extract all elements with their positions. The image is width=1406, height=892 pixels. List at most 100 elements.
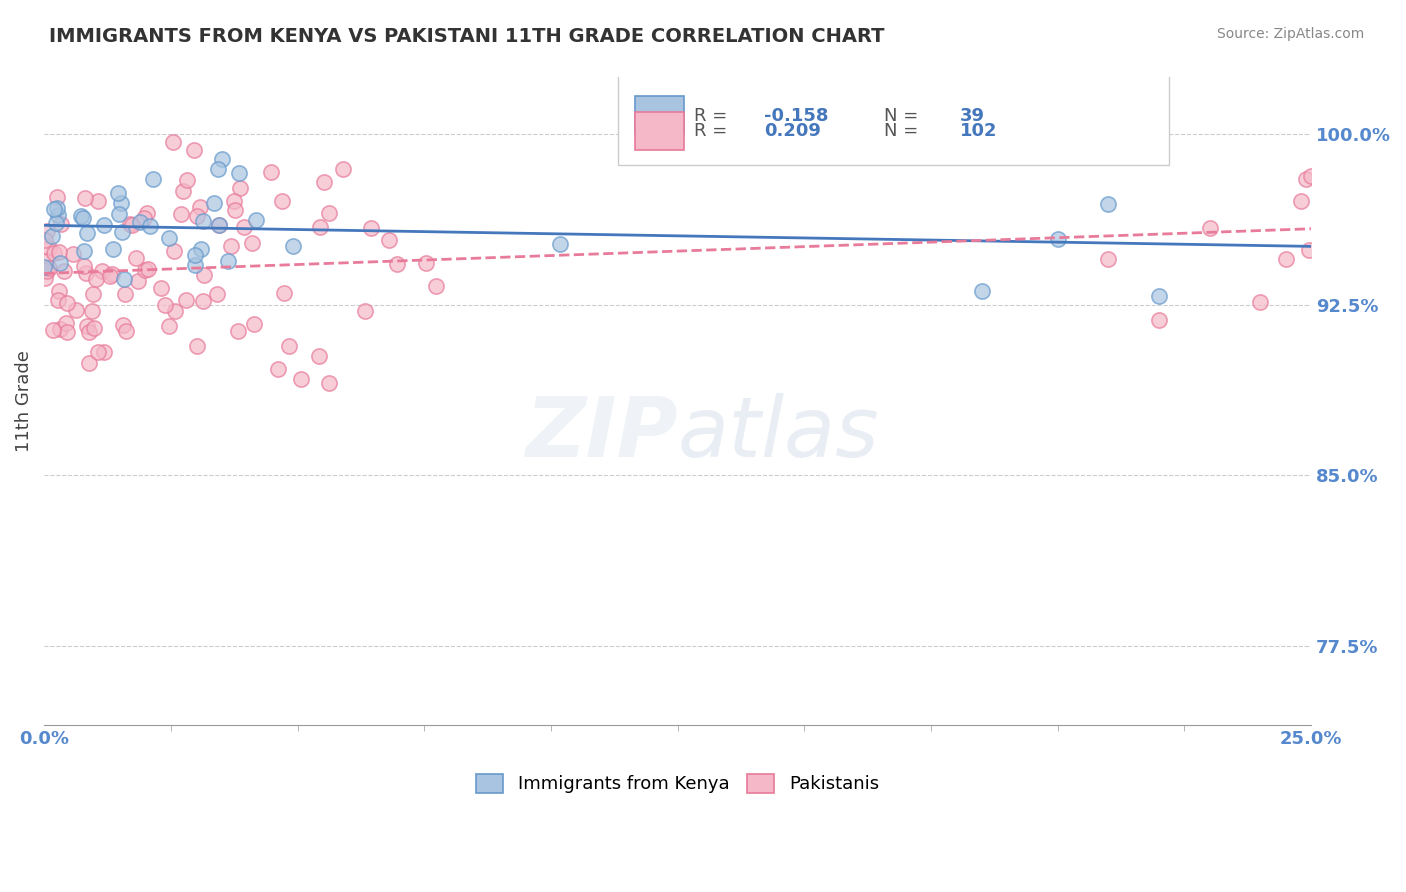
Pakistanis [183,143,205,157]
Text: 0.209: 0.209 [763,122,821,140]
Immigrants from Kenya [93,219,115,233]
Immigrants from Kenya [45,216,67,230]
Pakistanis [87,345,110,359]
Pakistanis [125,252,148,266]
Pakistanis [62,246,84,260]
Pakistanis [46,293,69,307]
Immigrants from Kenya [1097,197,1119,211]
Pakistanis [56,295,79,310]
Pakistanis [91,264,114,278]
Text: R =: R = [695,122,733,140]
Pakistanis [222,194,245,208]
Pakistanis [1301,169,1323,184]
Pakistanis [38,261,60,276]
Pakistanis [224,203,246,218]
Pakistanis [260,164,283,178]
Pakistanis [127,274,149,288]
Immigrants from Kenya [72,211,94,225]
Pakistanis [240,236,263,251]
Immigrants from Kenya [73,244,96,259]
Immigrants from Kenya [190,242,212,256]
Pakistanis [48,285,70,299]
Immigrants from Kenya [76,226,98,240]
Pakistanis [205,286,228,301]
Immigrants from Kenya [110,195,132,210]
Pakistanis [353,303,375,318]
Y-axis label: 11th Grade: 11th Grade [15,351,32,452]
Text: N =: N = [884,107,924,125]
Pakistanis [136,262,159,277]
Text: atlas: atlas [678,393,879,475]
Immigrants from Kenya [41,229,63,244]
Pakistanis [176,293,198,307]
Pakistanis [132,211,155,225]
Text: IMMIGRANTS FROM KENYA VS PAKISTANI 11TH GRADE CORRELATION CHART: IMMIGRANTS FROM KENYA VS PAKISTANI 11TH … [49,27,884,45]
Immigrants from Kenya [183,248,205,262]
Pakistanis [111,318,134,332]
Pakistanis [378,233,401,247]
Pakistanis [312,175,335,189]
Pakistanis [48,244,70,259]
Immigrants from Kenya [107,207,129,221]
FancyBboxPatch shape [634,112,683,150]
Pakistanis [332,162,354,177]
Pakistanis [135,206,157,220]
Pakistanis [1275,252,1298,266]
Pakistanis [82,286,104,301]
Pakistanis [55,316,77,330]
Pakistanis [208,218,231,232]
Pakistanis [242,317,264,331]
Pakistanis [76,318,98,333]
Pakistanis [34,233,56,247]
Text: -0.158: -0.158 [763,107,828,125]
Pakistanis [77,356,100,370]
Pakistanis [186,209,208,223]
Pakistanis [98,269,121,284]
Pakistanis [193,293,215,308]
Pakistanis [360,221,382,235]
Text: ZIP: ZIP [524,393,678,475]
Pakistanis [120,217,142,231]
Immigrants from Kenya [211,152,233,166]
Immigrants from Kenya [46,208,69,222]
Pakistanis [114,286,136,301]
Immigrants from Kenya [49,255,72,269]
Pakistanis [38,241,60,255]
Pakistanis [34,254,56,268]
Pakistanis [87,194,110,209]
Pakistanis [115,324,138,338]
Pakistanis [75,191,97,205]
FancyBboxPatch shape [634,95,683,134]
Text: N =: N = [884,122,924,140]
Immigrants from Kenya [970,284,993,298]
Pakistanis [318,376,340,390]
Pakistanis [35,264,58,278]
Pakistanis [193,268,215,282]
Pakistanis [44,245,66,260]
Pakistanis [162,135,184,149]
Pakistanis [149,280,172,294]
Pakistanis [1097,252,1119,266]
Pakistanis [1198,221,1220,235]
Pakistanis [172,185,194,199]
Immigrants from Kenya [1046,232,1069,246]
Immigrants from Kenya [34,260,56,274]
Immigrants from Kenya [107,186,129,200]
Text: R =: R = [695,107,733,125]
Pakistanis [101,268,124,282]
Pakistanis [266,362,288,376]
Pakistanis [165,304,187,318]
Pakistanis [84,271,107,285]
Immigrants from Kenya [46,201,69,215]
Pakistanis [49,322,72,336]
Pakistanis [49,218,72,232]
Pakistanis [1147,313,1170,327]
Pakistanis [229,181,252,195]
Immigrants from Kenya [281,239,304,253]
Immigrants from Kenya [142,172,165,186]
Immigrants from Kenya [207,161,229,176]
Pakistanis [308,349,330,363]
Immigrants from Kenya [228,165,250,179]
Pakistanis [290,372,312,386]
Pakistanis [83,321,105,335]
